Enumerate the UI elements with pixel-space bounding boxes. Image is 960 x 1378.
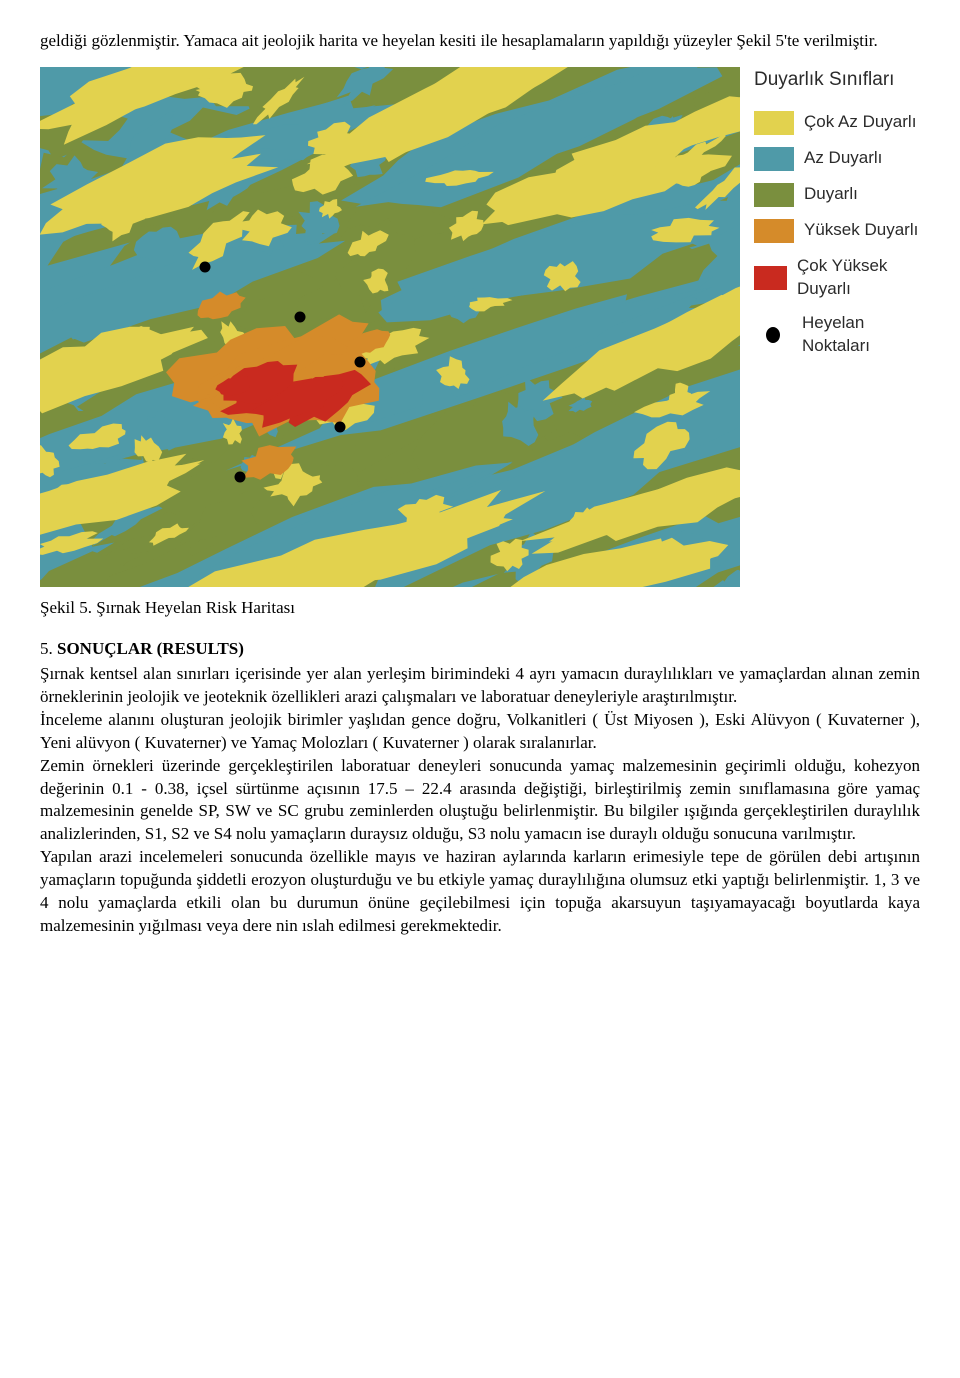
legend-swatch bbox=[754, 266, 787, 290]
legend-swatch bbox=[754, 183, 794, 207]
intro-paragraph: geldiği gözlenmiştir. Yamaca ait jeoloji… bbox=[40, 30, 920, 53]
section-body: Şırnak kentsel alan sınırları içerisinde… bbox=[40, 663, 920, 938]
risk-map bbox=[40, 67, 740, 587]
legend-row: Çok Yüksek Duyarlı bbox=[754, 255, 920, 301]
legend-swatch bbox=[754, 219, 794, 243]
landslide-marker bbox=[235, 471, 246, 482]
legend-row-points: Heyelan Noktaları bbox=[754, 312, 920, 358]
landslide-marker bbox=[200, 261, 211, 272]
landslide-marker bbox=[295, 311, 306, 322]
legend-swatch bbox=[754, 147, 794, 171]
legend: Duyarlık Sınıfları Çok Az Duyarlı Az Duya… bbox=[754, 67, 920, 587]
legend-label: Heyelan Noktaları bbox=[802, 312, 920, 358]
legend-label: Çok Az Duyarlı bbox=[804, 111, 916, 134]
legend-row: Çok Az Duyarlı bbox=[754, 111, 920, 135]
legend-row: Az Duyarlı bbox=[754, 147, 920, 171]
section-number: 5. bbox=[40, 639, 57, 658]
legend-label: Çok Yüksek Duyarlı bbox=[797, 255, 920, 301]
body-p4: Yapılan arazi incelemeleri sonucunda öze… bbox=[40, 846, 920, 938]
body-p3: Zemin örnekleri üzerinde gerçekleştirile… bbox=[40, 755, 920, 847]
legend-label: Duyarlı bbox=[804, 183, 858, 206]
legend-title: Duyarlık Sınıfları bbox=[754, 67, 920, 93]
body-p1: Şırnak kentsel alan sınırları içerisinde… bbox=[40, 663, 920, 709]
body-p2: İnceleme alanını oluşturan jeolojik biri… bbox=[40, 709, 920, 755]
marker-icon bbox=[766, 327, 780, 343]
figure-5: Duyarlık Sınıfları Çok Az Duyarlı Az Duya… bbox=[40, 67, 920, 587]
section-title: SONUÇLAR (RESULTS) bbox=[57, 639, 244, 658]
legend-row: Yüksek Duyarlı bbox=[754, 219, 920, 243]
landslide-marker bbox=[355, 356, 366, 367]
section-heading: 5. SONUÇLAR (RESULTS) bbox=[40, 638, 920, 661]
legend-swatch bbox=[754, 111, 794, 135]
figure-caption: Şekil 5. Şırnak Heyelan Risk Haritası bbox=[40, 597, 920, 620]
legend-label: Az Duyarlı bbox=[804, 147, 882, 170]
legend-row: Duyarlı bbox=[754, 183, 920, 207]
risk-map-svg bbox=[40, 67, 740, 587]
legend-label: Yüksek Duyarlı bbox=[804, 219, 918, 242]
landslide-marker bbox=[335, 421, 346, 432]
